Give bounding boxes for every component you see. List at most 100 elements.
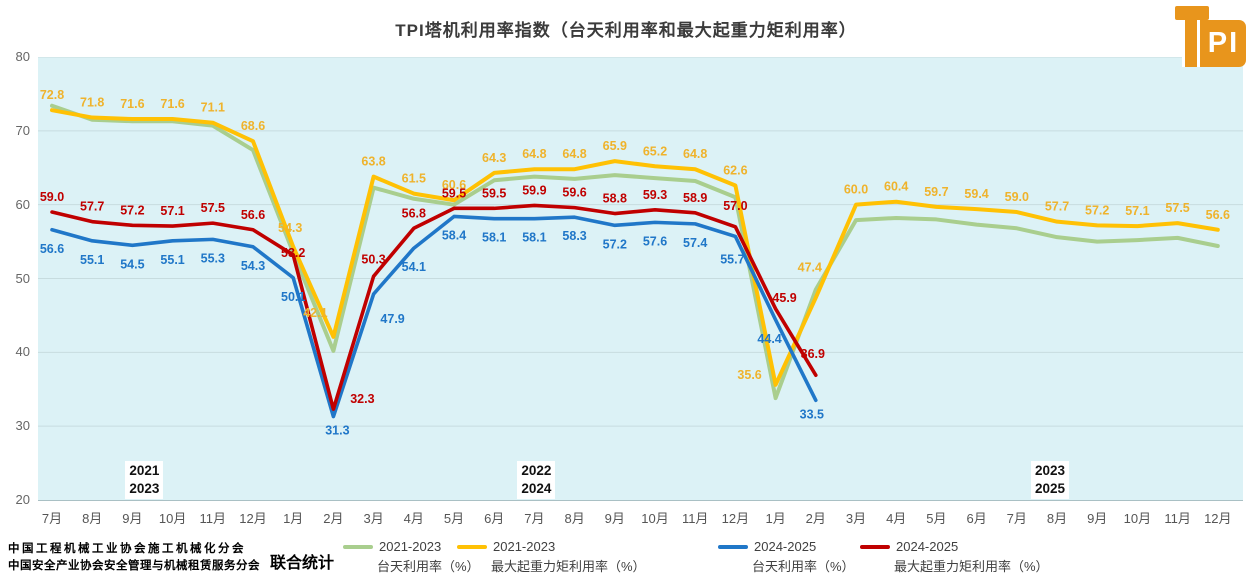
x-axis-label: 7月: [524, 511, 545, 526]
data-label-red: 59.3: [643, 188, 667, 202]
x-axis-label: 12月: [1204, 511, 1232, 526]
data-label-red: 32.3: [350, 392, 374, 406]
data-label-blue: 57.2: [603, 237, 627, 251]
year-marker-bottom: 2024: [521, 480, 552, 496]
data-label-blue: 58.1: [482, 231, 506, 245]
chart-title: TPI塔机利用率指数（台天利用率和最大起重力矩利用率）: [395, 21, 857, 40]
data-label-blue: 55.7: [720, 252, 744, 266]
data-label-blue: 57.4: [683, 236, 707, 250]
data-label-blue: 44.4: [757, 332, 781, 346]
source-line-1: 中国工程机械工业协会施工机械化分会: [8, 543, 246, 555]
data-label-yellow: 65.9: [603, 139, 627, 153]
x-axis-label: 5月: [443, 511, 465, 526]
x-axis-label: 12月: [721, 511, 750, 526]
legend-item-green: 2021-2023 台天利用率（%）: [343, 539, 480, 575]
x-axis-label: 6月: [484, 511, 505, 526]
legend-label-years: 2024-2025: [754, 539, 817, 554]
data-label-yellow: 57.5: [1165, 201, 1189, 215]
data-label-yellow: 63.8: [361, 155, 385, 169]
data-label-blue: 54.1: [402, 260, 426, 274]
x-axis-label: 7月: [41, 511, 63, 526]
data-label-blue: 54.5: [120, 257, 144, 271]
legend-item-red: 2024-2025 最大起重力矩利用率（%）: [860, 539, 1049, 575]
data-label-yellow: 57.7: [1045, 200, 1069, 214]
data-label-red: 57.5: [201, 201, 225, 215]
data-label-yellow: 42.1: [303, 306, 327, 320]
data-label-red: 56.8: [402, 206, 426, 220]
data-label-yellow: 65.2: [643, 144, 667, 158]
year-marker-top: 2022: [521, 463, 552, 478]
data-label-yellow: 62.6: [723, 163, 747, 177]
x-axis-label: 9月: [122, 511, 143, 526]
legend-label-metric: 最大起重力矩利用率（%）: [491, 559, 646, 574]
data-label-blue: 58.4: [442, 228, 466, 242]
data-label-red: 57.0: [723, 199, 747, 213]
legend-item-blue: 2024-2025 台天利用率（%）: [718, 539, 855, 575]
year-marker: 2022 2024: [517, 461, 556, 499]
legend-swatch-blue: [718, 544, 748, 549]
legend-label-years: 2021-2023: [493, 539, 556, 554]
x-axis-label: 4月: [403, 511, 424, 526]
legend-swatch-green: [343, 544, 373, 549]
x-axis-label: 11月: [681, 511, 709, 526]
data-label-red: 59.0: [40, 190, 64, 204]
data-label-red: 57.1: [160, 204, 184, 218]
data-label-red: 59.9: [522, 183, 546, 197]
source-lines: 中国工程机械工业协会施工机械化分会 中国安全产业协会安全管理与机械租赁服务分会: [8, 541, 260, 574]
data-label-yellow: 72.8: [40, 88, 64, 102]
x-axis-label: 11月: [199, 511, 227, 526]
source-suffix: 联合统计: [270, 555, 335, 573]
data-label-blue: 50.1: [281, 290, 305, 304]
x-axis-label: 2月: [805, 511, 826, 526]
x-axis-label: 10月: [158, 511, 187, 526]
data-label-yellow: 71.6: [160, 97, 184, 111]
data-label-red: 58.9: [683, 191, 707, 205]
tpi-logo-t-stem: [1182, 17, 1200, 67]
y-axis-label: 40: [15, 344, 30, 360]
data-label-yellow: 64.8: [683, 147, 707, 161]
data-label-yellow: 71.1: [201, 101, 225, 115]
data-label-red: 59.5: [442, 186, 466, 200]
data-label-red: 53.2: [281, 246, 305, 260]
x-axis-label: 8月: [82, 511, 103, 526]
data-label-yellow: 68.6: [241, 119, 265, 133]
data-label-yellow: 57.1: [1125, 204, 1149, 218]
data-label-yellow: 56.6: [1206, 208, 1230, 222]
data-label-red: 57.2: [120, 203, 144, 217]
y-axis-label: 80: [15, 49, 30, 64]
data-label-blue: 55.1: [160, 253, 184, 267]
series-line-blue: [50, 214, 818, 419]
data-label-yellow: 61.5: [402, 172, 426, 186]
data-label-blue: 31.3: [325, 424, 349, 438]
data-label-yellow: 54.3: [278, 221, 302, 235]
data-label-red: 56.6: [241, 208, 265, 222]
x-axis-label: 9月: [1087, 511, 1108, 526]
data-label-yellow: 59.7: [924, 185, 948, 199]
legend-label-years: 2024-2025: [896, 539, 959, 554]
data-label-yellow: 64.8: [562, 147, 586, 161]
data-label-yellow: 60.0: [844, 183, 868, 197]
x-axis-label: 12月: [239, 511, 267, 526]
data-label-yellow: 47.4: [798, 261, 822, 275]
year-marker-top: 2023: [1034, 463, 1066, 478]
year-marker-top: 2021: [129, 463, 160, 478]
legend-label-metric: 台天利用率（%）: [752, 559, 855, 574]
legend-label-metric: 台天利用率（%）: [377, 559, 480, 574]
x-axis-label: 10月: [641, 511, 669, 526]
data-label-red: 59.6: [562, 186, 586, 200]
legend-swatch-red: [860, 544, 890, 549]
data-label-blue: 54.3: [241, 259, 265, 273]
data-label-blue: 55.1: [80, 253, 104, 267]
x-axis-label: 1月: [765, 511, 786, 526]
data-label-yellow: 59.0: [1005, 190, 1029, 204]
y-axis-label: 70: [15, 122, 30, 138]
legend-item-yellow: 2021-2023 最大起重力矩利用率（%）: [457, 539, 646, 575]
data-label-blue: 57.6: [643, 234, 667, 248]
year-marker: 2023 2025: [1030, 461, 1070, 499]
data-label-yellow: 57.2: [1085, 203, 1109, 217]
data-label-yellow: 71.6: [120, 97, 144, 111]
legend-swatch-yellow: [457, 544, 487, 549]
tpi-logo-pi-text: PI: [1207, 27, 1240, 59]
series-line-yellow: [50, 108, 1220, 387]
